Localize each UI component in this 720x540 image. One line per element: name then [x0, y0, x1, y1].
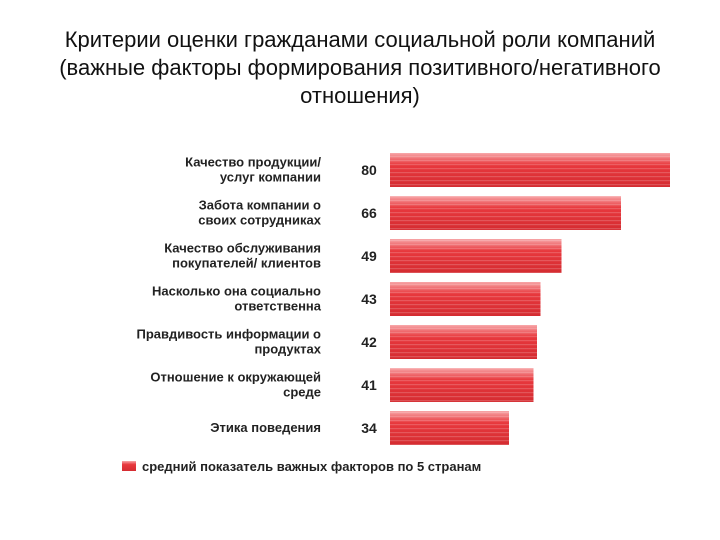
category-label: Этика поведения	[210, 420, 321, 435]
category-label: Забота компании о своих сотрудниках	[198, 198, 322, 228]
legend-swatch	[122, 461, 136, 471]
category-label: Качество обслуживания покупателей/ клиент…	[164, 241, 321, 271]
bar-value-label: 43	[361, 291, 377, 307]
bar-texture	[390, 153, 670, 187]
chart-title-line-1: Критерии оценки гражданами социальной ро…	[64, 27, 656, 52]
chart-title-line-3: отношения)	[300, 83, 420, 108]
bar-value-label: 66	[361, 205, 377, 221]
bar-texture	[390, 239, 562, 273]
category-label: Качество продукции/услуг компании	[185, 155, 321, 185]
bar-texture	[390, 282, 541, 316]
category-label: Отношение к окружающей среде	[150, 370, 321, 400]
chart-title-line-2: (важные факторы формирования позитивного…	[59, 55, 661, 80]
category-label: Правдивость информации о продуктах	[136, 327, 321, 357]
bar-value-label: 34	[361, 420, 377, 436]
legend-label: средний показатель важных факторов по 5 …	[142, 459, 481, 474]
bar-value-label: 41	[361, 377, 377, 393]
legend: средний показатель важных факторов по 5 …	[122, 459, 481, 474]
bar-texture	[390, 196, 621, 230]
chart-title: Критерии оценки гражданами социальной ро…	[20, 26, 700, 110]
bar-texture	[390, 325, 537, 359]
category-label: Насколько она социально ответственна	[152, 284, 322, 314]
bar-texture	[390, 368, 534, 402]
bar-texture	[390, 411, 509, 445]
bar-value-label: 42	[361, 334, 377, 350]
bar-value-label: 49	[361, 248, 377, 264]
bar-value-label: 80	[361, 162, 377, 178]
